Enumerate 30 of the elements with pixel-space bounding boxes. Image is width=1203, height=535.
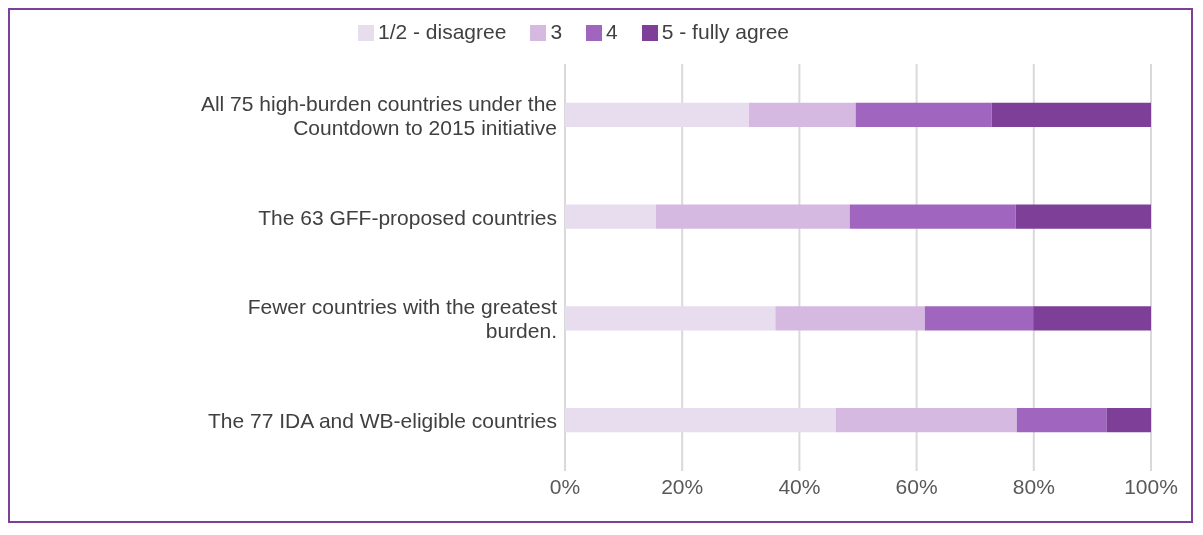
y-tick-label: All 75 high-burden countries under the Countdown to 2015 initiative [200, 91, 557, 139]
bar [1015, 204, 1151, 229]
bar [855, 102, 992, 128]
bar [565, 204, 656, 229]
bar [1016, 407, 1107, 433]
bar [565, 407, 836, 433]
bar [655, 204, 850, 229]
legend-label: 1/2 - disagree [377, 20, 507, 43]
x-tick-label: 60% [895, 474, 938, 498]
bar [991, 102, 1151, 128]
x-tick-label: 20% [661, 474, 704, 498]
bar [1106, 407, 1151, 433]
x-tick-label: 100% [1124, 474, 1178, 498]
x-tick-label: 40% [778, 474, 821, 498]
legend-label: 4 [606, 20, 618, 43]
bar [849, 204, 1016, 229]
y-tick-label: The 63 GFF-proposed countries [258, 205, 557, 229]
legend-label: 3 [550, 20, 563, 43]
bar [924, 306, 1034, 331]
bar [565, 306, 776, 331]
bar [835, 407, 1017, 433]
x-tick-label: 0% [549, 474, 581, 498]
bar [565, 102, 749, 128]
x-tick-label: 80% [1012, 474, 1055, 498]
bar [775, 306, 925, 331]
legend-label: 5 - fully agree [661, 20, 790, 43]
y-tick-label: The 77 IDA and WB-eligible countries [207, 408, 557, 432]
bar [749, 102, 856, 128]
bar [1033, 306, 1151, 331]
y-tick-label: Fewer countries with the greatest burden. [247, 294, 558, 342]
